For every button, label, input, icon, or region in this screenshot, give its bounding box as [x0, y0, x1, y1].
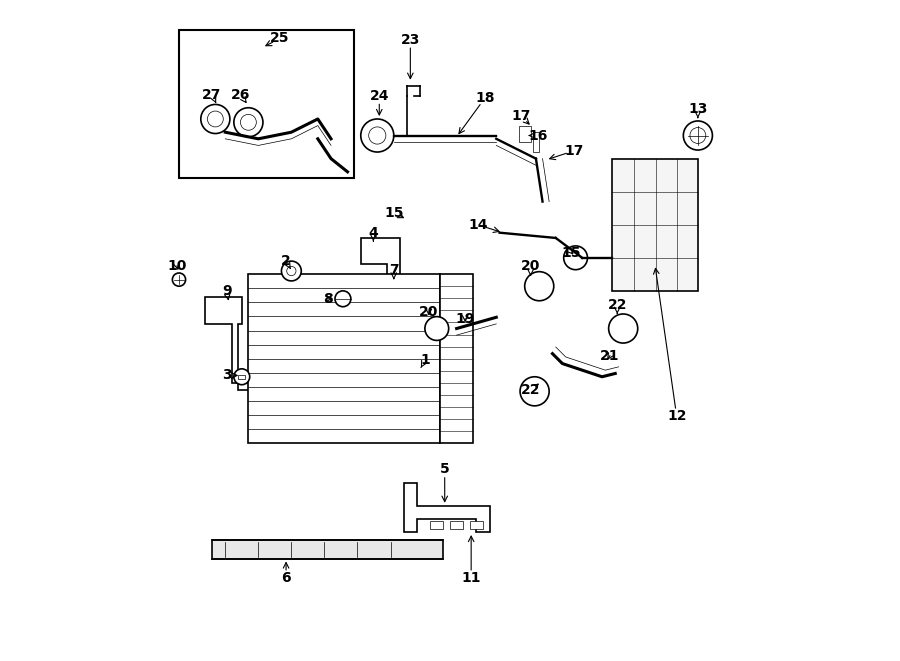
Text: 20: 20 [419, 305, 438, 319]
Circle shape [369, 127, 386, 144]
Bar [238, 375, 245, 379]
Text: 10: 10 [167, 258, 186, 273]
Bar [533, 132, 539, 152]
Text: 14: 14 [468, 217, 488, 232]
Text: 15: 15 [384, 206, 403, 220]
Text: 17: 17 [511, 108, 530, 123]
Text: 15: 15 [562, 245, 581, 260]
Circle shape [234, 369, 249, 385]
Circle shape [563, 246, 588, 270]
Bar [248, 274, 440, 443]
Text: 22: 22 [608, 298, 627, 313]
Text: 26: 26 [230, 87, 250, 102]
Text: 2: 2 [281, 254, 291, 268]
Circle shape [201, 104, 230, 134]
Text: 12: 12 [667, 409, 687, 424]
Text: 7: 7 [389, 262, 399, 277]
Text: 6: 6 [282, 571, 291, 586]
Bar [519, 126, 531, 142]
Circle shape [683, 121, 713, 150]
Bar [430, 521, 444, 529]
Text: 25: 25 [270, 31, 290, 46]
Text: 18: 18 [475, 91, 495, 105]
Text: 3: 3 [221, 368, 231, 383]
Circle shape [361, 119, 394, 152]
Text: 5: 5 [440, 462, 450, 477]
Bar [612, 159, 698, 291]
Circle shape [282, 261, 302, 281]
Text: 22: 22 [521, 383, 540, 397]
Bar [450, 521, 464, 529]
Text: 20: 20 [521, 258, 540, 273]
Circle shape [525, 272, 554, 301]
Bar [212, 540, 444, 559]
Text: 8: 8 [323, 292, 333, 306]
Text: 17: 17 [564, 143, 584, 158]
Circle shape [425, 317, 449, 340]
Text: 4: 4 [368, 225, 378, 240]
Circle shape [173, 273, 185, 286]
Text: 24: 24 [370, 89, 389, 103]
Text: 19: 19 [455, 311, 475, 326]
Circle shape [335, 291, 351, 307]
Circle shape [520, 377, 549, 406]
Bar [440, 274, 473, 443]
Bar [470, 521, 483, 529]
Circle shape [690, 128, 706, 143]
Circle shape [234, 108, 263, 137]
Text: 16: 16 [528, 128, 547, 143]
Bar [179, 30, 355, 178]
Text: 27: 27 [202, 87, 221, 102]
Circle shape [608, 314, 638, 343]
Circle shape [207, 111, 223, 127]
Text: 1: 1 [420, 353, 430, 368]
Circle shape [287, 266, 296, 276]
Circle shape [240, 114, 256, 130]
Text: 23: 23 [400, 32, 420, 47]
Text: 9: 9 [221, 284, 231, 298]
Text: 13: 13 [688, 102, 707, 116]
Text: 11: 11 [462, 571, 481, 586]
Text: 21: 21 [600, 348, 620, 363]
